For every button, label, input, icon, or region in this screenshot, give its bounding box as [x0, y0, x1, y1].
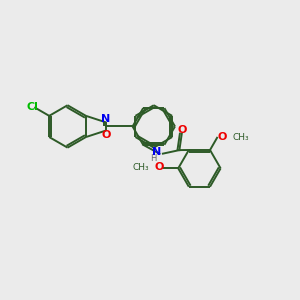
Text: N: N	[152, 147, 162, 157]
Text: O: O	[101, 130, 111, 140]
Text: CH₃: CH₃	[132, 163, 149, 172]
Text: Cl: Cl	[26, 102, 38, 112]
Text: O: O	[154, 162, 164, 172]
Text: CH₃: CH₃	[232, 133, 249, 142]
Text: O: O	[177, 125, 187, 135]
Text: H: H	[150, 154, 156, 163]
Text: N: N	[101, 114, 111, 124]
Text: O: O	[218, 132, 227, 142]
